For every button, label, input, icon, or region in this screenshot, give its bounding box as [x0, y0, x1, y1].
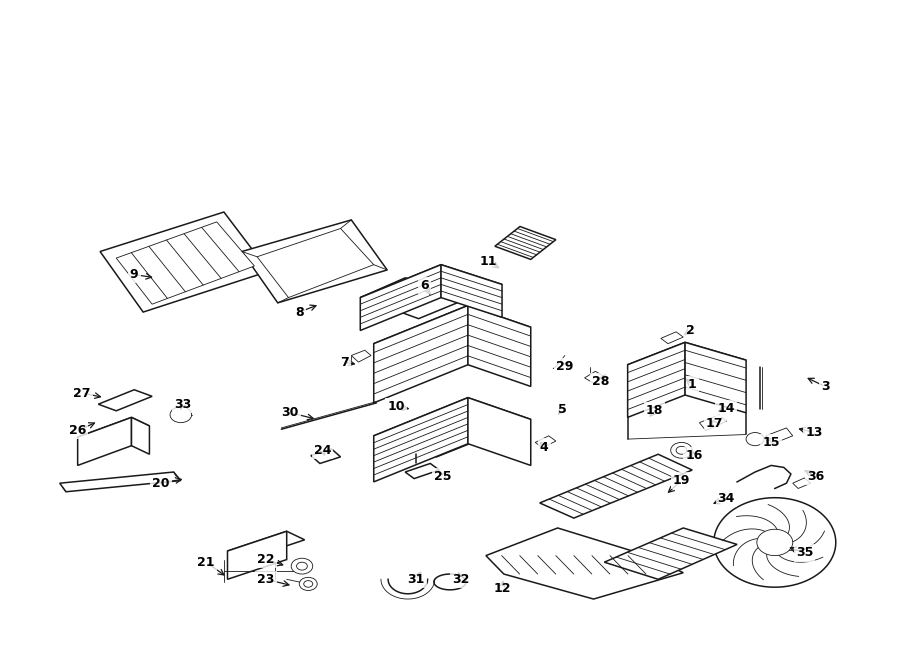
Text: 35: 35: [796, 547, 813, 559]
Polygon shape: [661, 332, 683, 344]
Text: 10: 10: [387, 400, 405, 412]
Text: 22: 22: [257, 553, 274, 566]
Polygon shape: [699, 414, 726, 430]
Polygon shape: [228, 531, 287, 579]
Polygon shape: [468, 305, 531, 387]
Text: 30: 30: [282, 407, 299, 419]
Text: 2: 2: [686, 324, 695, 337]
Polygon shape: [310, 449, 340, 463]
Polygon shape: [441, 264, 502, 317]
Text: 15: 15: [762, 436, 780, 449]
Polygon shape: [766, 428, 793, 444]
Polygon shape: [627, 342, 685, 417]
Text: 28: 28: [592, 375, 609, 389]
Circle shape: [676, 446, 687, 454]
Circle shape: [304, 580, 312, 587]
Text: 21: 21: [197, 556, 215, 568]
Text: 11: 11: [480, 255, 498, 268]
Text: 8: 8: [295, 305, 303, 319]
Polygon shape: [793, 478, 811, 488]
Polygon shape: [468, 398, 531, 465]
Polygon shape: [360, 278, 454, 312]
Text: 17: 17: [706, 418, 724, 430]
Text: 14: 14: [717, 402, 735, 414]
Text: 34: 34: [717, 492, 735, 505]
Text: 13: 13: [806, 426, 823, 439]
Polygon shape: [242, 220, 387, 303]
Polygon shape: [374, 398, 468, 482]
Text: 3: 3: [821, 380, 830, 393]
Polygon shape: [585, 371, 604, 383]
Polygon shape: [405, 463, 439, 479]
Circle shape: [757, 529, 793, 556]
Text: 9: 9: [130, 268, 139, 281]
Text: 27: 27: [74, 387, 91, 399]
Polygon shape: [77, 417, 149, 446]
Polygon shape: [374, 398, 531, 457]
Text: 4: 4: [540, 440, 549, 453]
Text: 16: 16: [686, 449, 703, 462]
Polygon shape: [374, 305, 468, 403]
Polygon shape: [714, 498, 836, 587]
Polygon shape: [131, 417, 149, 454]
Text: 5: 5: [558, 403, 566, 416]
Text: 23: 23: [257, 573, 274, 586]
Polygon shape: [685, 342, 746, 412]
Text: 31: 31: [407, 573, 425, 586]
Circle shape: [670, 442, 692, 458]
Polygon shape: [536, 436, 556, 447]
Polygon shape: [100, 212, 269, 312]
Text: 20: 20: [152, 477, 170, 490]
Polygon shape: [486, 528, 683, 599]
Polygon shape: [627, 342, 746, 385]
Text: 25: 25: [434, 470, 452, 483]
Polygon shape: [540, 454, 692, 518]
Text: 26: 26: [69, 424, 86, 437]
Circle shape: [292, 559, 312, 574]
Polygon shape: [360, 264, 502, 319]
Polygon shape: [360, 264, 441, 330]
Circle shape: [170, 407, 192, 422]
Polygon shape: [351, 350, 371, 362]
Polygon shape: [116, 222, 255, 304]
Polygon shape: [495, 227, 556, 259]
Text: 6: 6: [420, 279, 429, 292]
Circle shape: [746, 432, 764, 446]
Polygon shape: [98, 390, 152, 410]
Text: 29: 29: [556, 360, 573, 373]
Text: 19: 19: [673, 474, 690, 487]
Text: 1: 1: [688, 378, 697, 391]
Text: 36: 36: [807, 470, 824, 483]
Polygon shape: [604, 528, 737, 579]
Text: 33: 33: [174, 398, 192, 410]
Text: 24: 24: [314, 444, 331, 457]
Text: 7: 7: [340, 356, 348, 369]
Polygon shape: [257, 229, 374, 297]
Polygon shape: [59, 472, 181, 492]
Text: 12: 12: [493, 582, 511, 595]
Text: 32: 32: [452, 573, 470, 586]
Polygon shape: [77, 417, 131, 465]
Text: 18: 18: [646, 405, 663, 417]
Polygon shape: [374, 305, 531, 365]
Circle shape: [297, 563, 307, 570]
Polygon shape: [228, 531, 304, 560]
Circle shape: [300, 577, 317, 590]
